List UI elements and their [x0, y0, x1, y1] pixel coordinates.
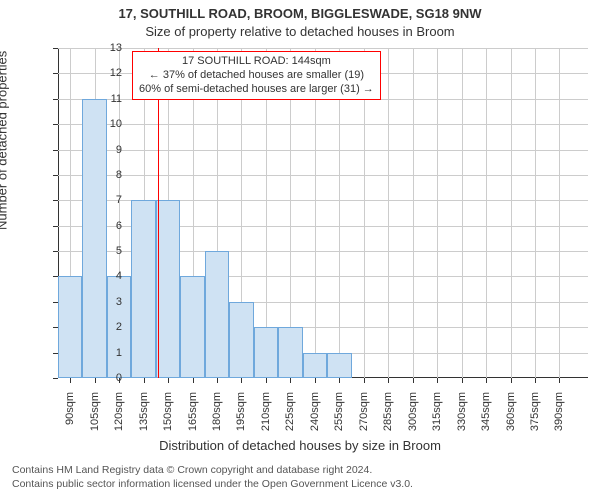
gridline-h — [58, 175, 588, 176]
gridline-v — [486, 48, 487, 378]
histogram-bar — [82, 99, 106, 378]
y-tick-label: 1 — [62, 347, 122, 359]
footer-line-1: Contains HM Land Registry data © Crown c… — [12, 464, 372, 476]
y-tick-label: 3 — [62, 296, 122, 308]
histogram-bar — [327, 353, 351, 378]
chart-subtitle: Size of property relative to detached ho… — [0, 24, 600, 39]
histogram-bar — [180, 276, 204, 378]
annotation-line: ← 37% of detached houses are smaller (19… — [139, 69, 374, 83]
y-tick-label: 13 — [62, 42, 122, 54]
annotation-line: 17 SOUTHILL ROAD: 144sqm — [139, 55, 374, 69]
x-tick-label: 285sqm — [382, 392, 394, 452]
x-tick-label: 150sqm — [162, 392, 174, 452]
y-tick-label: 8 — [62, 169, 122, 181]
x-tick-label: 390sqm — [553, 392, 565, 452]
gridline-v — [437, 48, 438, 378]
y-tick-label: 10 — [62, 118, 122, 130]
x-tick-label: 225sqm — [284, 392, 296, 452]
x-tick-label: 210sqm — [260, 392, 272, 452]
x-tick-label: 180sqm — [211, 392, 223, 452]
annotation-line: 60% of semi-detached houses are larger (… — [139, 83, 374, 97]
gridline-v — [413, 48, 414, 378]
gridline-h — [58, 48, 588, 49]
x-tick-label: 375sqm — [529, 392, 541, 452]
y-tick-label: 5 — [62, 245, 122, 257]
y-axis-label: Number of detached properties — [0, 51, 10, 230]
x-tick-label: 255sqm — [333, 392, 345, 452]
x-tick-label: 360sqm — [505, 392, 517, 452]
y-tick-label: 7 — [62, 194, 122, 206]
chart-title: 17, SOUTHILL ROAD, BROOM, BIGGLESWADE, S… — [0, 6, 600, 21]
chart-area: 17 SOUTHILL ROAD: 144sqm← 37% of detache… — [58, 48, 588, 378]
gridline-h — [58, 150, 588, 151]
x-tick-label: 105sqm — [89, 392, 101, 452]
x-tick-label: 165sqm — [187, 392, 199, 452]
histogram-bar — [205, 251, 229, 378]
y-tick-label: 4 — [62, 270, 122, 282]
x-tick-label: 195sqm — [235, 392, 247, 452]
x-tick-label: 330sqm — [456, 392, 468, 452]
histogram-bar — [254, 327, 278, 378]
y-tick-label: 6 — [62, 220, 122, 232]
y-tick-label: 2 — [62, 321, 122, 333]
y-tick-label: 12 — [62, 67, 122, 79]
x-tick-label: 270sqm — [358, 392, 370, 452]
histogram-bar — [131, 200, 155, 378]
x-tick-label: 345sqm — [480, 392, 492, 452]
x-tick-label: 120sqm — [113, 392, 125, 452]
x-tick-label: 90sqm — [64, 392, 76, 452]
x-tick-label: 240sqm — [309, 392, 321, 452]
x-tick-label: 300sqm — [407, 392, 419, 452]
footer-line-2: Contains public sector information licen… — [12, 478, 413, 490]
gridline-v — [559, 48, 560, 378]
y-tick-label: 9 — [62, 144, 122, 156]
gridline-v — [462, 48, 463, 378]
gridline-h — [58, 124, 588, 125]
histogram-bar — [156, 200, 180, 378]
gridline-v — [511, 48, 512, 378]
histogram-bar — [303, 353, 327, 378]
annotation-box: 17 SOUTHILL ROAD: 144sqm← 37% of detache… — [132, 51, 381, 100]
y-tick-label: 0 — [62, 372, 122, 384]
x-tick-label: 135sqm — [138, 392, 150, 452]
y-tick-label: 11 — [62, 93, 122, 105]
histogram-bar — [229, 302, 253, 378]
x-tick-label: 315sqm — [431, 392, 443, 452]
gridline-v — [535, 48, 536, 378]
histogram-bar — [278, 327, 302, 378]
gridline-v — [388, 48, 389, 378]
